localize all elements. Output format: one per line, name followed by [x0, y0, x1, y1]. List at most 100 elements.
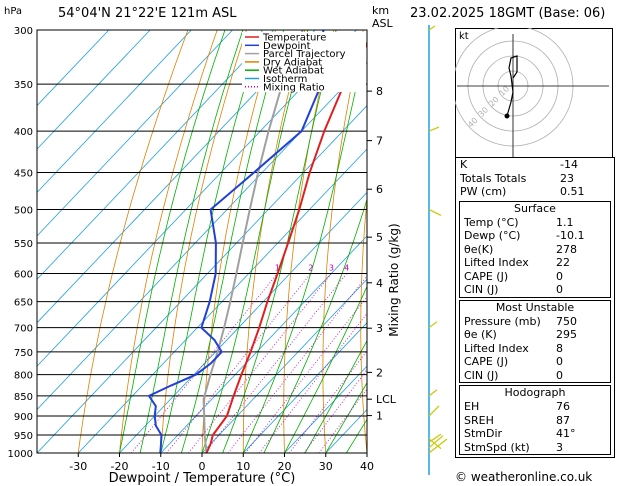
x-tick-label: 20 — [278, 460, 292, 473]
wet-adiabat-line — [201, 30, 309, 453]
index-row-key: PW (cm) — [460, 185, 507, 198]
isotherm-line — [284, 365, 367, 453]
wind-barb — [428, 389, 438, 397]
dry-adiabat-line — [77, 30, 189, 453]
mixing-ratio-line — [130, 273, 278, 453]
surface-row-value: 0 — [556, 283, 563, 296]
wet-adiabat-line — [222, 30, 337, 453]
km-tick-label: 7 — [376, 135, 383, 148]
hodograph-row-key: StmDir — [464, 427, 503, 440]
x-tick-label: 0 — [199, 460, 206, 473]
most-unstable-row-value: 0 — [556, 355, 563, 368]
km-tick-label: 1 — [376, 410, 383, 423]
wind-barb — [428, 126, 440, 132]
surface-row-value: 1.1 — [556, 215, 574, 229]
mixing-ratio-label: 2 — [308, 264, 313, 273]
wet-adiabat-line — [139, 30, 244, 453]
surface-row: θe(K) 278 — [460, 243, 610, 257]
x-tick-label: 10 — [236, 460, 250, 473]
legend-label: Temperature — [262, 33, 326, 44]
surface-title: Surface — [514, 201, 556, 215]
surface-row-key: CAPE (J) — [464, 269, 509, 283]
hodograph-row-value: 76 — [556, 400, 570, 413]
most-unstable-row-key: Lifted Index — [464, 341, 529, 355]
hodograph-row-key: EH — [464, 400, 480, 413]
isotherm-line — [160, 235, 367, 453]
legend-label: Mixing Ratio — [263, 82, 325, 93]
dry-adiabat-line — [242, 30, 306, 453]
isotherm-line — [37, 30, 233, 237]
pressure-tick-label: 700 — [14, 324, 33, 335]
surface-row-key: Lifted Index — [464, 256, 529, 269]
hodograph-row-value: 41° — [556, 427, 576, 440]
hodograph-kt-label: kt — [459, 31, 469, 42]
mixing-ratio-label: 3 — [329, 264, 334, 273]
mixing-ratio-label: 20 — [435, 264, 445, 273]
surface-row-key: θe(K) — [464, 242, 494, 256]
km-tick-label: 8 — [376, 85, 383, 98]
most-unstable-row-key: CIN (J) — [464, 368, 499, 382]
wind-barb — [428, 438, 448, 454]
most-unstable-row-value: 0 — [556, 368, 563, 382]
most-unstable-row: θe (K) 295 — [460, 328, 610, 342]
km-tick-label: 5 — [376, 231, 383, 244]
legend-label: Isotherm — [263, 74, 307, 85]
asl-label: ASL — [372, 17, 393, 30]
wind-barb — [428, 208, 442, 217]
km-tick-label: 2 — [376, 366, 383, 379]
surface-section: Surface Temp (°C) 1.1 Dewp (°C) -10.1 θe(K) 2… — [459, 200, 611, 298]
dry-adiabat-line — [433, 18, 453, 453]
axes: 3003504004505005506006507007508008509009… — [8, 26, 397, 473]
surface-row: Dewp (°C) -10.1 — [460, 229, 610, 243]
temperature-series — [205, 41, 367, 453]
surface-row-value: 278 — [556, 242, 577, 256]
x-tick-label: 30 — [319, 460, 333, 473]
wet-adiabat-line — [263, 198, 367, 453]
hodograph-row: EH 76 — [460, 400, 610, 414]
mixing-ratio-line — [288, 350, 367, 453]
index-row-key: Totals Totals — [460, 171, 527, 185]
most-unstable-row: Lifted Index 8 — [460, 342, 610, 356]
pressure-tick-label: 950 — [14, 431, 33, 442]
mixing-ratio-line — [303, 369, 367, 453]
km-label: km — [372, 4, 390, 17]
most-unstable-row: CIN (J) 0 — [460, 369, 610, 383]
most-unstable-row-value: 750 — [556, 314, 577, 328]
mixing-ratio-label: 1 — [275, 264, 280, 273]
legend-box — [242, 32, 366, 92]
pressure-tick-label: 600 — [14, 270, 33, 281]
most-unstable-row-value: 8 — [556, 341, 563, 355]
index-row: PW (cm) 0.51 — [456, 185, 614, 199]
dry-adiabat-line — [119, 30, 218, 453]
most-unstable-row-key: CAPE (J) — [464, 355, 509, 368]
wind-barb — [428, 435, 444, 449]
isotherm-line — [119, 191, 367, 453]
pressure-tick-label: 350 — [14, 80, 33, 91]
pressure-tick-label: 450 — [14, 168, 33, 179]
legend-label: Dry Adiabat — [263, 57, 322, 68]
hodograph-row-value: 87 — [556, 413, 570, 427]
x-axis-label: Dewpoint / Temperature (°C) — [109, 471, 296, 486]
pressure-tick-label: 800 — [14, 371, 33, 382]
index-row-value: 23 — [560, 171, 574, 185]
mixing-ratio-label: 16 — [421, 264, 431, 273]
most-unstable-row: Pressure (mb) 750 — [460, 315, 610, 329]
pressure-tick-label: 850 — [14, 392, 33, 403]
hodograph-section: Hodograph EH 76 SREH 87 StmDir 41° StmSpd (kt)… — [459, 385, 611, 455]
wet-adiabat-line — [242, 39, 367, 453]
wind-barbs — [428, 25, 448, 475]
isotherm-line — [37, 105, 367, 453]
isotherm-line — [37, 30, 316, 324]
km-tick-label: 3 — [376, 322, 383, 335]
most-unstable-row: CAPE (J) 0 — [460, 355, 610, 369]
isotherm-line — [37, 61, 367, 411]
pressure-tick-label: 550 — [14, 239, 33, 250]
index-row-value: -14 — [560, 158, 578, 171]
hodograph-row: StmSpd (kt) 3 — [460, 441, 610, 455]
hodograph-trace — [506, 55, 518, 117]
x-tick-label: -10 — [152, 460, 170, 473]
most-unstable-row-value: 295 — [556, 328, 577, 341]
dry-adiabat-line — [322, 30, 364, 453]
wind-barb — [428, 433, 442, 443]
